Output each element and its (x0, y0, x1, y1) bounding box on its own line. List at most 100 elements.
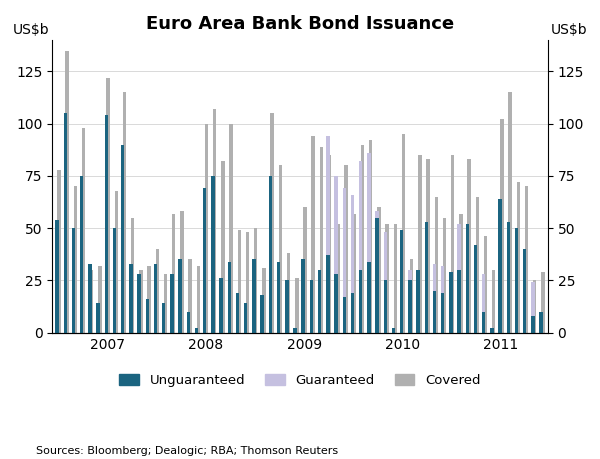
Bar (474, 245, 477, 333)
Bar (106, 78, 110, 333)
Bar (344, 165, 348, 333)
Bar (238, 230, 241, 333)
Bar (376, 212, 379, 218)
Bar (328, 155, 331, 333)
Bar (277, 262, 280, 333)
Legend: Unguaranteed, Guaranteed, Covered: Unguaranteed, Guaranteed, Covered (114, 369, 486, 392)
Bar (271, 113, 274, 333)
Bar (154, 263, 157, 333)
Bar (80, 176, 83, 333)
Bar (88, 263, 92, 333)
Bar (441, 293, 445, 333)
Bar (57, 170, 61, 333)
Bar (443, 218, 446, 333)
Bar (359, 161, 362, 270)
Bar (104, 115, 108, 333)
Bar (252, 259, 256, 333)
Bar (400, 230, 403, 333)
Bar (353, 213, 356, 333)
Title: Euro Area Bank Bond Issuance: Euro Area Bank Bond Issuance (146, 15, 454, 33)
Bar (131, 218, 134, 333)
Bar (162, 303, 166, 333)
Bar (361, 145, 364, 333)
Bar (180, 212, 184, 333)
Bar (146, 299, 149, 333)
Bar (336, 224, 340, 333)
Bar (441, 266, 445, 293)
Bar (236, 293, 239, 333)
Bar (195, 328, 198, 333)
Text: Sources: Bloomberg; Dealogic; RBA; Thomson Reuters: Sources: Bloomberg; Dealogic; RBA; Thoms… (36, 447, 338, 456)
Bar (367, 262, 371, 333)
Bar (262, 268, 266, 333)
Bar (531, 282, 535, 316)
Bar (484, 236, 487, 333)
Bar (466, 224, 469, 333)
Bar (508, 92, 512, 333)
Bar (351, 293, 354, 333)
Bar (410, 259, 413, 333)
Bar (123, 92, 126, 333)
Bar (326, 255, 329, 333)
Bar (285, 280, 289, 333)
Bar (320, 147, 323, 333)
Bar (433, 263, 436, 291)
Bar (227, 262, 231, 333)
Bar (278, 165, 282, 333)
Bar (343, 189, 346, 297)
Bar (451, 155, 454, 333)
Bar (433, 291, 436, 333)
Bar (187, 312, 190, 333)
Bar (155, 249, 159, 333)
Bar (303, 207, 307, 333)
Bar (164, 274, 167, 333)
Bar (467, 159, 471, 333)
Bar (525, 186, 528, 333)
Bar (457, 224, 461, 270)
Bar (539, 312, 543, 333)
Bar (394, 224, 397, 333)
Bar (64, 113, 67, 333)
Bar (506, 222, 510, 333)
Bar (482, 274, 485, 312)
Bar (449, 272, 452, 333)
Bar (220, 278, 223, 333)
Bar (425, 222, 428, 333)
Bar (188, 259, 192, 333)
Bar (541, 272, 545, 333)
Bar (121, 145, 124, 333)
Bar (260, 295, 264, 333)
Bar (97, 303, 100, 333)
Bar (254, 228, 257, 333)
Bar (244, 303, 247, 333)
Bar (457, 270, 461, 333)
Bar (515, 228, 518, 333)
Bar (129, 263, 133, 333)
Bar (499, 199, 502, 333)
Bar (310, 280, 313, 333)
Bar (367, 153, 371, 262)
Bar (376, 218, 379, 333)
Bar (383, 280, 387, 333)
Bar (139, 270, 143, 333)
Bar (533, 280, 536, 333)
Bar (418, 155, 422, 333)
Bar (301, 259, 305, 333)
Bar (211, 176, 215, 333)
Bar (383, 232, 387, 280)
Bar (293, 328, 297, 333)
Bar (377, 207, 380, 333)
Bar (98, 266, 101, 333)
Bar (517, 182, 520, 333)
Bar (113, 228, 116, 333)
Bar (476, 197, 479, 333)
Bar (408, 280, 412, 333)
Bar (246, 232, 249, 333)
Bar (531, 316, 535, 333)
Bar (203, 189, 206, 333)
Bar (148, 266, 151, 333)
Bar (295, 278, 299, 333)
Bar (269, 176, 272, 333)
Bar (416, 270, 420, 333)
Bar (90, 270, 94, 333)
